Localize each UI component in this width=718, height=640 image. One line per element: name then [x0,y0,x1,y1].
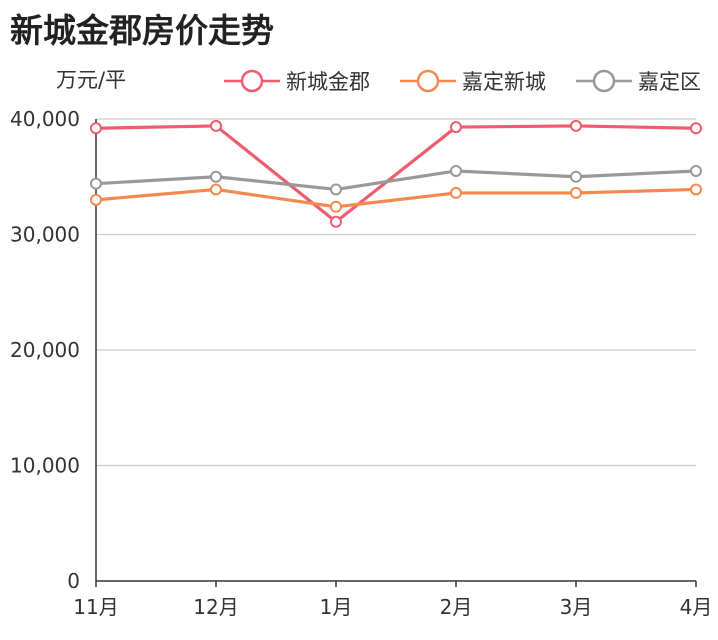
data-point-2-4 [570,170,582,183]
tick-labels: 0 10,000 20,000 30,000 40,000 11月 12月 1月 2月 3月 4月 [10,107,712,619]
y-axis-unit-label: 万元/平 [56,68,127,92]
x-tick-label: 3月 [560,595,593,619]
legend-label: 嘉定区 [638,70,701,94]
x-tick-label: 1月 [320,595,353,619]
data-point-0-1 [210,119,222,132]
y-tick-label: 40,000 [10,107,80,131]
data-point-0-0 [90,122,102,135]
data-point-1-1 [210,183,222,196]
legend: 新城金郡 嘉定新城 嘉定区 [0,64,718,98]
grid-lines [96,118,696,467]
data-point-2-5 [690,164,702,177]
data-point-2-2 [330,183,342,196]
data-point-2-1 [210,170,222,183]
chart-title: 新城金郡房价走势 [10,11,274,50]
data-point-0-2 [330,215,342,228]
series-line-0 [95,124,697,224]
y-tick-label: 20,000 [10,338,80,362]
x-tick-label: 11月 [73,595,118,619]
data-point-2-0 [90,177,102,190]
y-tick-label: 30,000 [10,223,80,247]
legend-marker-icon [400,69,456,93]
legend-item-xinchengjinjun[interactable]: 新城金郡 [222,64,370,98]
y-tick-label: 0 [67,569,80,593]
data-point-1-0 [90,193,102,206]
x-tick-label: 12月 [193,595,238,619]
legend-item-jiadingqu[interactable]: 嘉定区 [574,64,701,98]
legend-marker-icon [576,69,632,93]
data-point-0-5 [690,122,702,135]
data-point-0-4 [570,119,582,132]
data-point-0-3 [450,121,462,134]
series-lines [90,119,702,228]
legend-label: 新城金郡 [286,70,370,94]
data-point-2-3 [450,164,462,177]
series-line-1 [95,187,697,209]
x-tick-label: 4月 [680,595,713,619]
legend-item-jiadingxincheng[interactable]: 嘉定新城 [398,64,546,98]
y-tick-label: 10,000 [10,454,80,478]
series-line-2 [95,169,697,192]
data-point-1-2 [330,200,342,213]
data-point-1-4 [570,186,582,199]
legend-label: 嘉定新城 [462,70,546,94]
data-point-1-5 [690,183,702,196]
axes [95,119,697,587]
legend-marker-icon [224,69,280,93]
data-point-1-3 [450,186,462,199]
x-tick-label: 2月 [440,595,473,619]
